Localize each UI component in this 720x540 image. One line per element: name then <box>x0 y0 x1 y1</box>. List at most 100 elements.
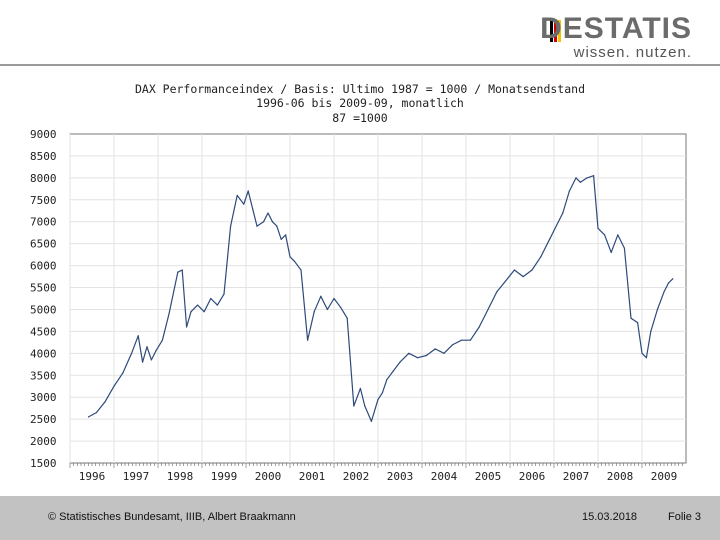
data-point <box>285 234 287 236</box>
footer-copyright: © Statistisches Bundesamt, IIIB, Albert … <box>48 511 296 523</box>
data-point <box>190 311 192 313</box>
data-point <box>604 234 606 236</box>
data-point <box>146 346 148 348</box>
data-point <box>271 221 273 223</box>
data-point <box>95 411 97 414</box>
data-point <box>553 229 555 232</box>
data-point <box>186 326 188 328</box>
data-point <box>579 181 582 183</box>
x-tick-label: 1999 <box>211 470 238 483</box>
x-tick-label: 2006 <box>519 470 546 483</box>
data-point <box>663 291 665 293</box>
data-point <box>87 416 90 418</box>
footer-bar: © Statistisches Bundesamt, IIIB, Albert … <box>0 496 720 540</box>
y-tick-label: 4500 <box>30 325 57 338</box>
data-point <box>359 387 361 390</box>
x-tick-label: 1996 <box>79 470 106 483</box>
data-point <box>197 304 199 306</box>
data-point <box>280 238 282 240</box>
data-point <box>340 306 342 308</box>
data-point <box>131 352 133 354</box>
data-point <box>300 269 302 271</box>
y-tick-label: 6500 <box>30 238 57 251</box>
y-tick-label: 1500 <box>30 457 57 470</box>
y-tick-label: 7500 <box>30 194 57 207</box>
data-point <box>425 354 427 357</box>
data-point <box>177 271 179 273</box>
x-tick-label: 2008 <box>607 470 634 483</box>
x-tick-label: 2000 <box>255 470 282 483</box>
y-tick-label: 7000 <box>30 216 57 229</box>
y-tick-label: 5500 <box>30 282 57 295</box>
data-point <box>417 357 419 359</box>
chart-title: DAX Performanceindex / Basis: Ultimo 198… <box>134 82 586 96</box>
data-point <box>496 291 498 293</box>
x-tick-label: 2007 <box>563 470 590 483</box>
data-point <box>656 308 659 311</box>
data-point <box>549 238 551 240</box>
data-point <box>645 357 648 359</box>
x-tick-label: 2009 <box>651 470 678 483</box>
data-point <box>346 317 348 319</box>
x-tick-label: 1997 <box>123 470 150 483</box>
data-point <box>155 350 157 352</box>
data-point <box>243 203 245 205</box>
data-point <box>575 177 577 179</box>
x-tick-label: 2003 <box>387 470 414 483</box>
data-point <box>313 311 315 313</box>
data-point <box>630 317 632 319</box>
data-point <box>434 348 436 350</box>
data-point <box>597 227 599 229</box>
data-point <box>370 420 372 422</box>
data-point <box>307 339 309 341</box>
x-tick-label: 2004 <box>431 470 458 483</box>
data-point <box>230 225 232 227</box>
y-tick-label: 6000 <box>30 260 57 273</box>
data-point <box>593 175 595 177</box>
data-point <box>392 370 394 372</box>
chart-subtitle: 1996-06 bis 2009-09, monatlich <box>256 96 464 110</box>
x-tick-label: 1998 <box>167 470 194 483</box>
data-point <box>293 260 295 262</box>
data-point <box>540 256 542 258</box>
y-tick-label: 9000 <box>30 128 57 141</box>
data-point <box>386 379 388 381</box>
data-point <box>562 212 564 214</box>
data-point <box>168 313 170 315</box>
data-point <box>320 295 322 297</box>
data-point <box>181 269 183 271</box>
x-tick-label: 2005 <box>475 470 502 483</box>
logo-bar-black <box>550 20 553 42</box>
data-point <box>247 190 249 192</box>
y-tick-label: 8500 <box>30 150 57 163</box>
logo-bar-gold <box>558 20 561 42</box>
x-tick-label: 2001 <box>299 470 326 483</box>
data-point <box>104 400 106 403</box>
data-point <box>353 405 355 407</box>
data-point <box>650 330 652 332</box>
data-point <box>113 385 115 387</box>
data-point <box>531 269 533 271</box>
data-point <box>452 343 454 346</box>
y-tick-label: 2500 <box>30 413 57 426</box>
series-label: 87 =1000 <box>332 111 388 125</box>
data-point <box>122 372 124 374</box>
data-point <box>610 251 612 254</box>
logo-color-bars <box>550 20 564 42</box>
data-point <box>443 352 445 354</box>
data-point <box>236 194 238 197</box>
data-point <box>364 405 366 407</box>
data-point <box>276 225 278 227</box>
data-point <box>568 190 571 192</box>
data-point <box>289 256 291 258</box>
logo-word: DESTATIS <box>540 12 692 45</box>
data-point <box>203 311 205 313</box>
data-point <box>256 225 258 227</box>
y-tick-label: 4000 <box>30 347 57 360</box>
data-point <box>381 392 383 394</box>
data-point <box>326 308 328 311</box>
data-point <box>487 308 489 311</box>
data-point <box>623 247 626 249</box>
data-point <box>263 221 265 223</box>
footer-slide-number: Folie 3 <box>668 511 702 523</box>
